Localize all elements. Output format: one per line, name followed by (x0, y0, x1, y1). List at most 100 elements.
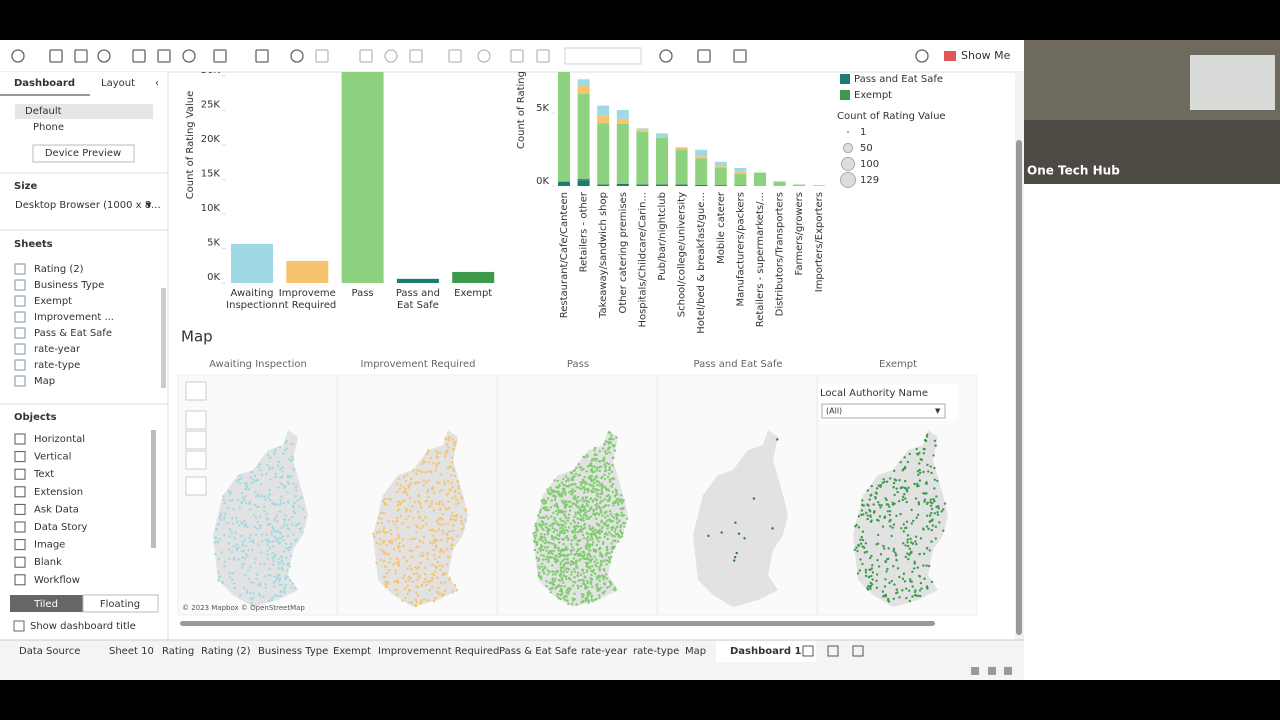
map-dot (453, 474, 457, 478)
device-preview-button[interactable] (32, 144, 135, 163)
legend-label: Exempt (854, 90, 892, 101)
view-icon[interactable] (1004, 667, 1012, 675)
checkbox[interactable] (13, 620, 25, 632)
sheet-tab[interactable]: Sheet 10 (109, 646, 154, 657)
toolbar-icon[interactable] (182, 49, 196, 63)
map-control[interactable] (185, 450, 207, 470)
map-dot (591, 532, 594, 535)
filter-dropdown[interactable] (821, 403, 946, 419)
toolbar-icon[interactable] (733, 49, 747, 63)
map-dot (588, 565, 591, 569)
sheet-tab[interactable]: rate-type (633, 646, 679, 657)
map-dot (281, 475, 284, 478)
sheet-tab[interactable]: Map (685, 646, 706, 657)
toolbar-icon[interactable] (255, 49, 269, 63)
object-item[interactable]: Data Story (34, 522, 88, 533)
map-dot (579, 525, 583, 528)
toolbar-icon[interactable] (448, 49, 462, 63)
toolbar-icon[interactable] (74, 49, 88, 63)
panel-tab[interactable]: Layout (101, 78, 135, 89)
toolbar-icon[interactable] (11, 49, 25, 63)
sheet-tab[interactable]: Dashboard 1 (730, 646, 801, 657)
object-item[interactable]: Ask Data (34, 504, 79, 515)
device-item[interactable]: Default (25, 106, 62, 117)
map-control[interactable] (185, 410, 207, 430)
sheet-tab[interactable]: Rating (2) (201, 646, 251, 657)
new-sheet-icon[interactable] (852, 645, 864, 657)
sheet-tab[interactable]: Exempt (333, 646, 371, 657)
toolbar-icon[interactable] (659, 49, 673, 63)
map-dot (283, 587, 286, 590)
toolbar-icon[interactable] (536, 49, 550, 63)
sheet-item[interactable]: Exempt (34, 296, 72, 307)
sheet-item[interactable]: rate-type (34, 360, 80, 371)
object-item[interactable]: Horizontal (34, 434, 85, 445)
map-dot (440, 500, 443, 503)
map-dot (395, 556, 398, 560)
map-dot (567, 526, 571, 529)
toolbar-icon[interactable] (384, 49, 398, 63)
show-me-button[interactable]: Show Me (961, 49, 1011, 62)
sheet-tab[interactable]: rate-year (581, 646, 628, 657)
map-dot (251, 597, 254, 600)
sheet-item[interactable]: Map (34, 376, 55, 387)
view-icon[interactable] (988, 667, 996, 675)
object-item[interactable]: Extension (34, 487, 83, 498)
toolbar-icon[interactable] (132, 49, 146, 63)
map-control[interactable] (185, 381, 207, 401)
map-dot (290, 554, 293, 558)
toolbar-icon[interactable] (915, 49, 929, 63)
sheet-item[interactable]: rate-year (34, 344, 81, 355)
object-item[interactable]: Text (33, 469, 54, 480)
map-dot (601, 525, 604, 529)
map-dot (616, 493, 619, 496)
object-item[interactable]: Blank (34, 557, 62, 568)
panel-tab[interactable]: Dashboard (14, 78, 75, 89)
data-source-tab[interactable]: Data Source (19, 646, 80, 657)
map-dot (551, 491, 555, 494)
new-sheet-icon[interactable] (827, 645, 839, 657)
sheet-item[interactable]: Rating (2) (34, 264, 84, 275)
sheet-item[interactable]: Business Type (34, 280, 104, 291)
toolbar-icon[interactable] (49, 49, 63, 63)
sheet-tab[interactable]: Improvemennt Required (378, 646, 499, 657)
toolbar-icon[interactable] (213, 49, 227, 63)
map-dot (420, 505, 423, 509)
object-item[interactable]: Vertical (34, 452, 71, 463)
map-control[interactable] (185, 476, 207, 496)
toolbar-icon[interactable] (97, 49, 111, 63)
toolbar-icon[interactable] (409, 49, 423, 63)
object-item[interactable]: Workflow (34, 575, 80, 586)
toolbar-icon[interactable] (359, 49, 373, 63)
floating-button[interactable] (82, 594, 159, 613)
toolbar-icon[interactable] (315, 49, 329, 63)
toolbar-icon[interactable] (477, 49, 491, 63)
sheet-item[interactable]: Improvement ... (34, 312, 114, 323)
map-dot (569, 578, 572, 582)
toolbar-dropdown[interactable] (564, 47, 642, 65)
map-dot (373, 535, 376, 538)
size-dropdown[interactable]: Desktop Browser (1000 x 8... (15, 200, 161, 211)
map-dot (425, 583, 428, 587)
map-dot (545, 549, 549, 552)
map-dot (589, 497, 593, 501)
v-scrollbar[interactable] (1016, 140, 1022, 635)
sheet-tab[interactable]: Business Type (258, 646, 328, 657)
map-dot (431, 576, 434, 580)
toolbar-icon[interactable] (290, 49, 304, 63)
object-item[interactable]: Image (34, 540, 65, 551)
h-scrollbar[interactable] (180, 621, 935, 626)
toolbar-icon[interactable] (697, 49, 711, 63)
view-icon[interactable] (971, 667, 979, 675)
tiled-button[interactable] (10, 595, 83, 612)
new-sheet-icon[interactable] (802, 645, 814, 657)
map-control[interactable] (185, 430, 207, 450)
sheet-item[interactable]: Pass & Eat Safe (34, 328, 112, 339)
sheet-tab[interactable]: Pass & Eat Safe (499, 646, 577, 657)
map-dot (551, 564, 554, 567)
sheet-tab[interactable]: Rating (162, 646, 194, 657)
map-dot (566, 570, 569, 574)
toolbar-icon[interactable] (510, 49, 524, 63)
device-item[interactable]: Phone (33, 122, 64, 133)
toolbar-icon[interactable] (157, 49, 171, 63)
